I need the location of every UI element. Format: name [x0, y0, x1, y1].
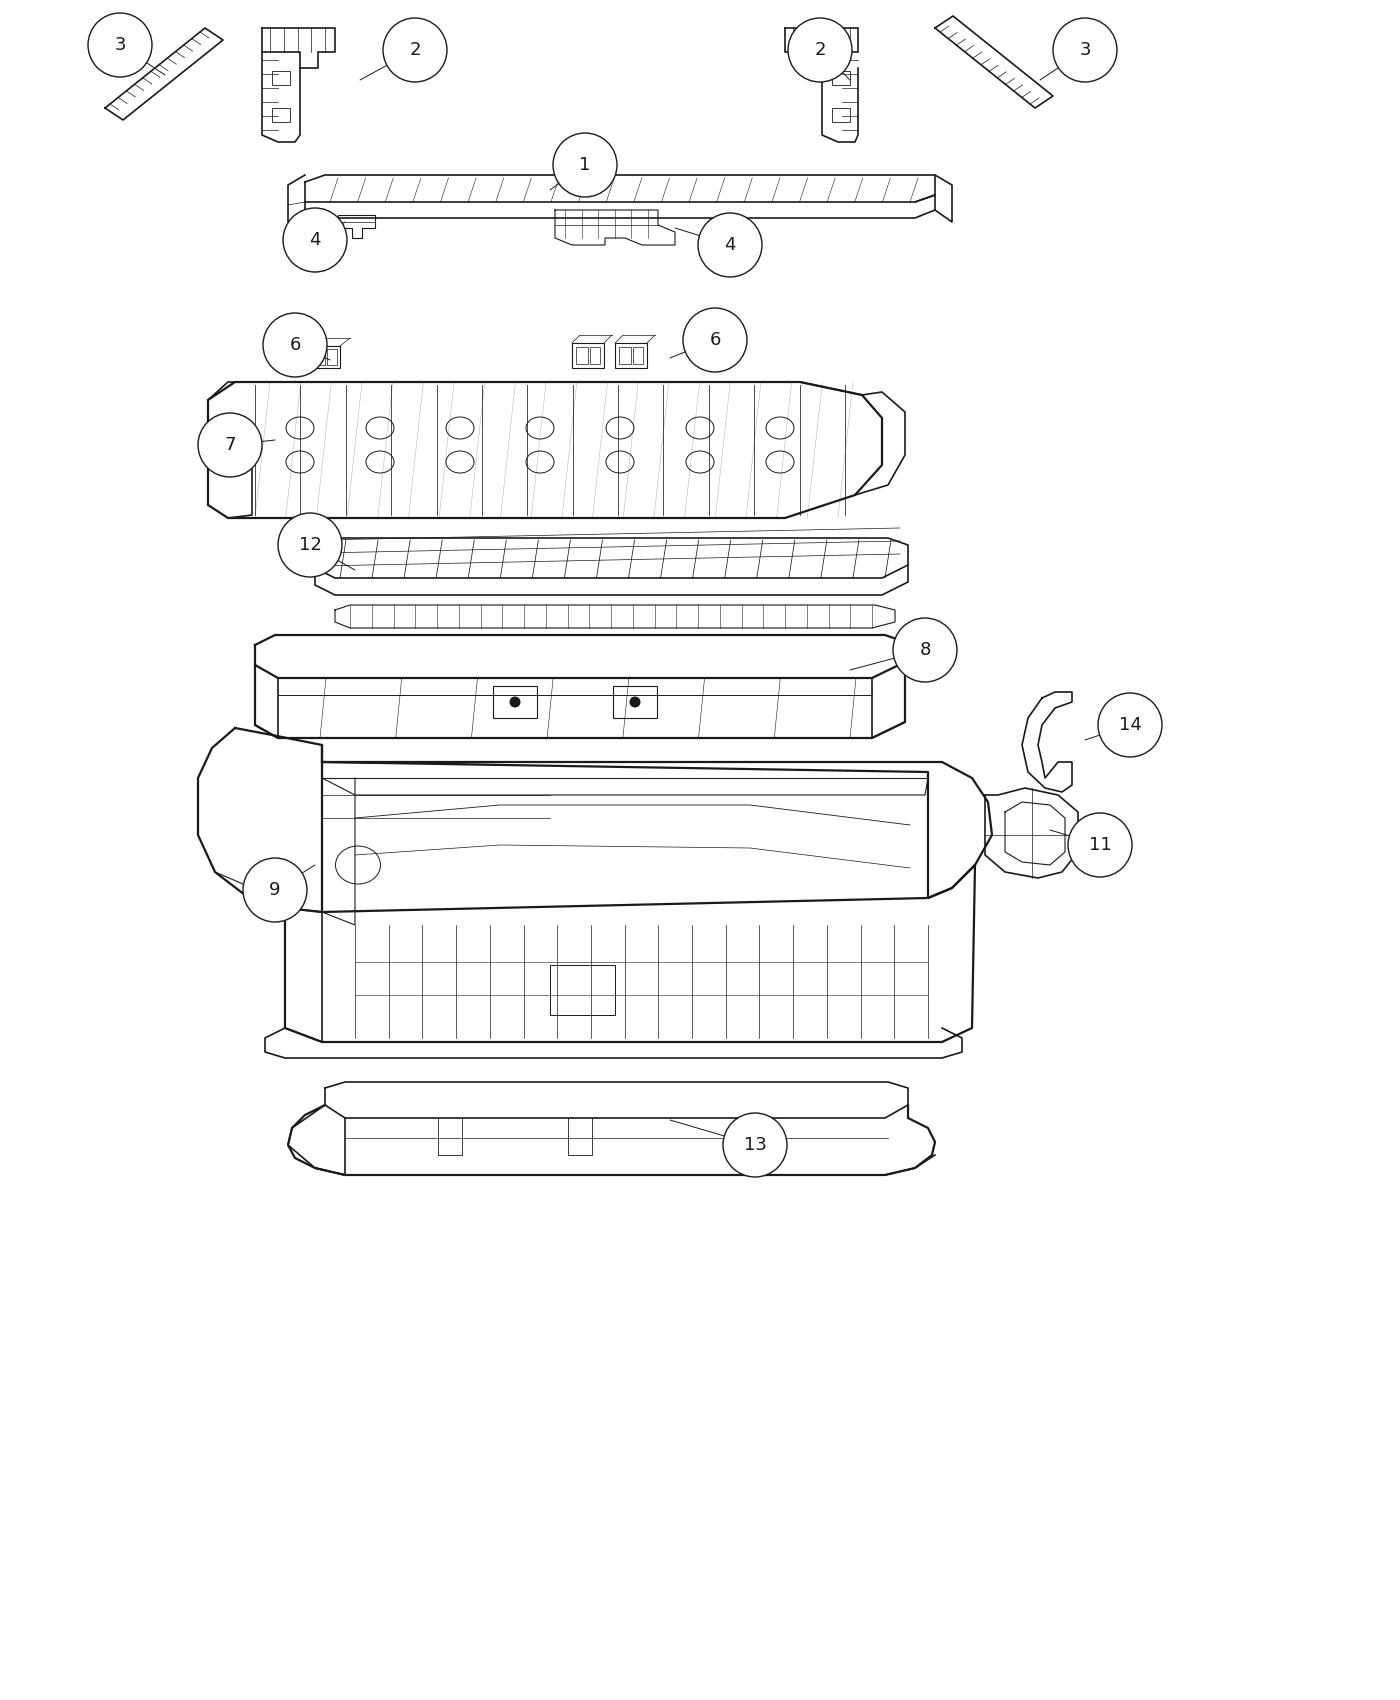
Text: 4: 4 [724, 236, 736, 253]
Circle shape [1068, 813, 1133, 877]
Text: 12: 12 [298, 536, 322, 554]
Text: 3: 3 [1079, 41, 1091, 60]
Circle shape [1053, 19, 1117, 82]
Text: 6: 6 [710, 332, 721, 348]
Circle shape [283, 207, 347, 272]
Bar [573, 343, 603, 367]
Circle shape [384, 19, 447, 82]
Circle shape [630, 697, 641, 707]
Bar [832, 109, 850, 122]
Text: 1: 1 [580, 156, 591, 173]
Text: 14: 14 [1119, 716, 1141, 734]
Circle shape [244, 858, 307, 921]
Circle shape [683, 308, 748, 372]
Text: 7: 7 [224, 435, 235, 454]
Bar [633, 347, 643, 364]
Circle shape [722, 1114, 787, 1176]
Circle shape [197, 413, 262, 478]
Text: 13: 13 [743, 1136, 766, 1154]
Bar [613, 687, 657, 717]
Circle shape [263, 313, 328, 377]
Bar [589, 347, 601, 364]
Circle shape [88, 14, 153, 76]
Text: 3: 3 [115, 36, 126, 54]
Circle shape [553, 133, 617, 197]
Text: 11: 11 [1089, 836, 1112, 853]
Bar [272, 71, 290, 85]
Bar [493, 687, 538, 717]
Bar [619, 347, 631, 364]
Circle shape [788, 19, 853, 82]
Text: 9: 9 [269, 881, 281, 899]
Text: 6: 6 [290, 337, 301, 354]
Bar [832, 71, 850, 85]
Bar [315, 348, 325, 366]
Circle shape [699, 212, 762, 277]
Bar [272, 109, 290, 122]
Circle shape [279, 513, 342, 576]
Bar [328, 348, 337, 366]
Text: 2: 2 [815, 41, 826, 60]
Text: 2: 2 [409, 41, 421, 60]
Circle shape [1098, 694, 1162, 756]
Bar [312, 347, 340, 367]
Text: 4: 4 [309, 231, 321, 248]
Bar [575, 347, 588, 364]
Bar [550, 966, 615, 1015]
Circle shape [893, 619, 958, 682]
Circle shape [510, 697, 521, 707]
Text: 8: 8 [920, 641, 931, 660]
Bar [615, 343, 647, 367]
